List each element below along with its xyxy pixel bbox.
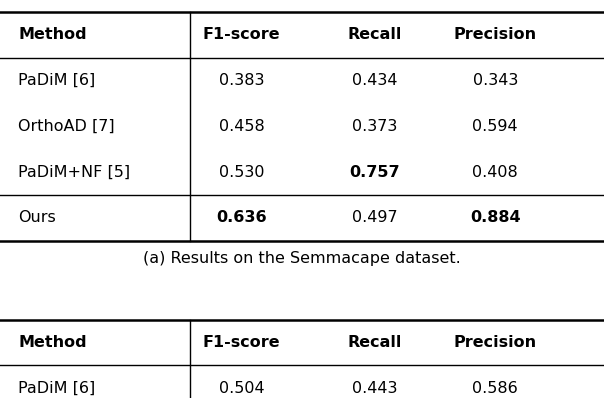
Text: Precision: Precision bbox=[454, 335, 537, 350]
Text: Precision: Precision bbox=[454, 27, 537, 42]
Text: PaDiM [6]: PaDiM [6] bbox=[18, 73, 95, 88]
Text: Recall: Recall bbox=[347, 335, 402, 350]
Text: 0.383: 0.383 bbox=[219, 73, 265, 88]
Text: 0.434: 0.434 bbox=[352, 73, 397, 88]
Text: (a) Results on the Semmacape dataset.: (a) Results on the Semmacape dataset. bbox=[143, 251, 461, 266]
Text: 0.373: 0.373 bbox=[352, 119, 397, 134]
Text: 0.757: 0.757 bbox=[349, 165, 400, 179]
Text: 0.530: 0.530 bbox=[219, 165, 265, 179]
Text: Recall: Recall bbox=[347, 27, 402, 42]
Text: 0.408: 0.408 bbox=[472, 165, 518, 179]
Text: 0.636: 0.636 bbox=[216, 211, 267, 225]
Text: 0.884: 0.884 bbox=[470, 211, 521, 225]
Text: 0.504: 0.504 bbox=[219, 381, 265, 396]
Text: 0.586: 0.586 bbox=[472, 381, 518, 396]
Text: 0.458: 0.458 bbox=[219, 119, 265, 134]
Text: OrthoAD [7]: OrthoAD [7] bbox=[18, 119, 115, 134]
Text: PaDiM+NF [5]: PaDiM+NF [5] bbox=[18, 165, 130, 179]
Text: F1-score: F1-score bbox=[203, 27, 280, 42]
Text: 0.497: 0.497 bbox=[352, 211, 397, 225]
Text: 0.594: 0.594 bbox=[472, 119, 518, 134]
Text: Method: Method bbox=[18, 335, 87, 350]
Text: PaDiM [6]: PaDiM [6] bbox=[18, 381, 95, 396]
Text: F1-score: F1-score bbox=[203, 335, 280, 350]
Text: 0.443: 0.443 bbox=[352, 381, 397, 396]
Text: 0.343: 0.343 bbox=[472, 73, 518, 88]
Text: Ours: Ours bbox=[18, 211, 56, 225]
Text: Method: Method bbox=[18, 27, 87, 42]
